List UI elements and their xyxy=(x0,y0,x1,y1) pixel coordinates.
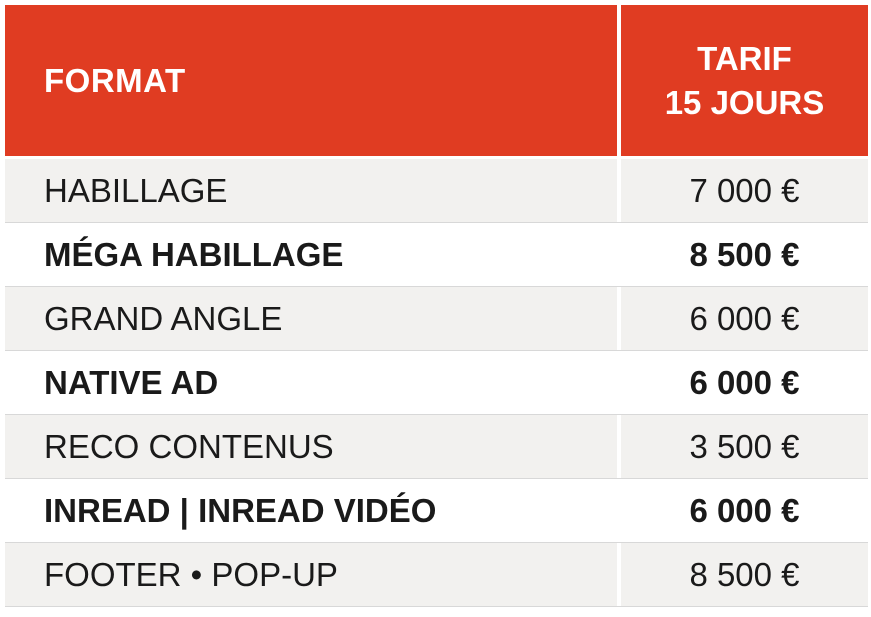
pricing-table: FORMAT TARIF 15 JOURS HABILLAGE 7 000 € … xyxy=(5,5,868,607)
column-header-tarif: TARIF 15 JOURS xyxy=(621,5,868,156)
table-row: MÉGA HABILLAGE 8 500 € xyxy=(5,223,868,287)
table-row: GRAND ANGLE 6 000 € xyxy=(5,287,868,351)
format-name: INREAD | INREAD VIDÉO xyxy=(5,479,617,542)
format-name: HABILLAGE xyxy=(5,159,617,222)
table-row: HABILLAGE 7 000 € xyxy=(5,159,868,223)
format-name: GRAND ANGLE xyxy=(5,287,617,350)
format-price: 7 000 € xyxy=(621,159,868,222)
format-price: 8 500 € xyxy=(621,543,868,606)
format-price: 8 500 € xyxy=(621,223,868,286)
format-name: NATIVE AD xyxy=(5,351,617,414)
tarif-header-line1: TARIF xyxy=(697,39,792,77)
format-price: 6 000 € xyxy=(621,287,868,350)
table-row: NATIVE AD 6 000 € xyxy=(5,351,868,415)
format-name: MÉGA HABILLAGE xyxy=(5,223,617,286)
tarif-header-line2: 15 JOURS xyxy=(664,83,825,121)
table-header: FORMAT TARIF 15 JOURS xyxy=(5,5,868,156)
format-price: 6 000 € xyxy=(621,351,868,414)
column-header-format: FORMAT xyxy=(5,5,617,156)
table-row: INREAD | INREAD VIDÉO 6 000 € xyxy=(5,479,868,543)
format-price: 6 000 € xyxy=(621,479,868,542)
format-name: RECO CONTENUS xyxy=(5,415,617,478)
format-price: 3 500 € xyxy=(621,415,868,478)
table-row: RECO CONTENUS 3 500 € xyxy=(5,415,868,479)
format-name: FOOTER • POP-UP xyxy=(5,543,617,606)
table-row: FOOTER • POP-UP 8 500 € xyxy=(5,543,868,607)
